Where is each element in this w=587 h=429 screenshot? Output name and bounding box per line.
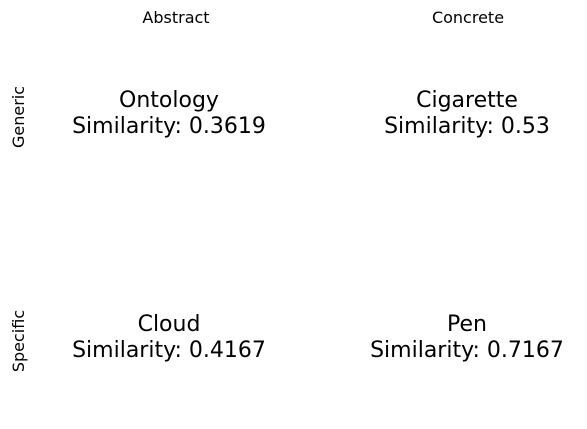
cell-concrete-specific: Pen Similarity: 0.7167: [317, 312, 587, 364]
cell-word: Pen: [317, 312, 587, 338]
cell-similarity: Similarity: 0.53: [317, 114, 587, 140]
column-header-concrete: Concrete: [368, 8, 568, 28]
cell-similarity: Similarity: 0.7167: [317, 338, 587, 364]
cell-abstract-specific: Cloud Similarity: 0.4167: [19, 312, 319, 364]
cell-similarity: Similarity: 0.3619: [19, 114, 319, 140]
column-header-abstract: Abstract: [76, 8, 276, 28]
cell-word: Cigarette: [317, 88, 587, 114]
cell-word: Ontology: [19, 88, 319, 114]
cell-similarity: Similarity: 0.4167: [19, 338, 319, 364]
cell-abstract-generic: Ontology Similarity: 0.3619: [19, 88, 319, 140]
cell-concrete-generic: Cigarette Similarity: 0.53: [317, 88, 587, 140]
cell-word: Cloud: [19, 312, 319, 338]
